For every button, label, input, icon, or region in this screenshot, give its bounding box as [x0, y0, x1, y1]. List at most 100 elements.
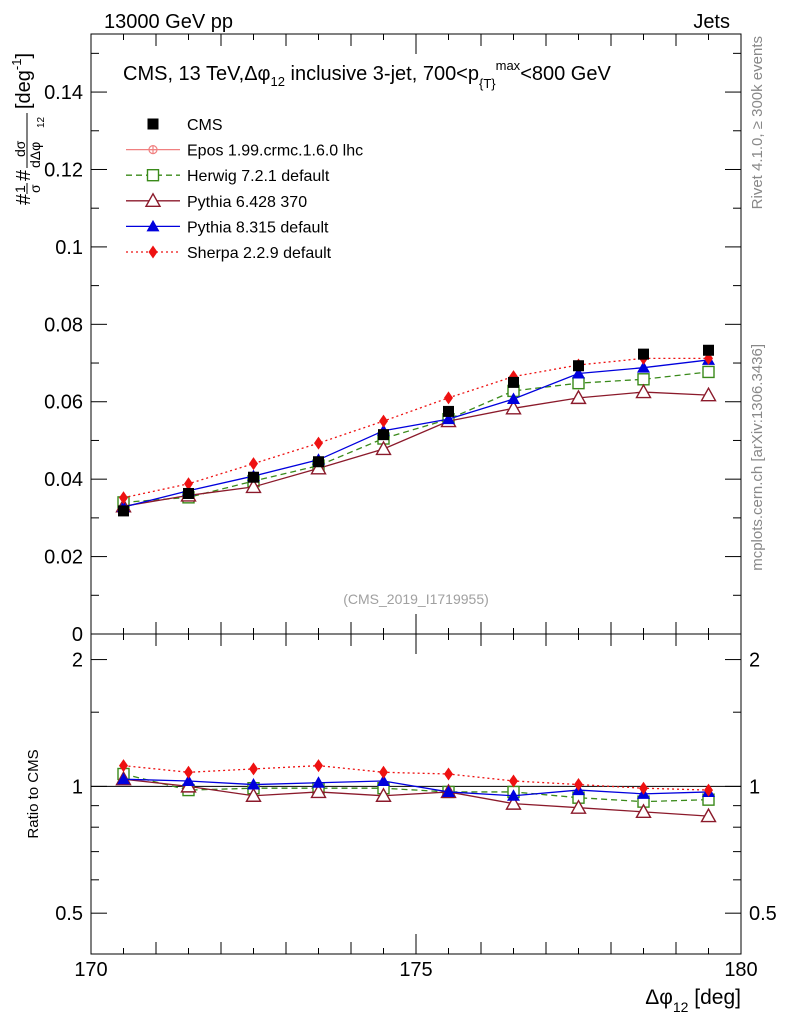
main-y-axis: 0 0.02 0.04 0.06 0.08 0.1 0.12 0.14	[44, 52, 741, 646]
point-sherpa-2-2-9-default	[184, 477, 193, 491]
point-herwig-7-2-1-default	[702, 365, 715, 379]
ratio-line-herwig-7-2-1-default	[123, 773, 709, 803]
point-sherpa-2-2-9-default	[379, 414, 388, 428]
ylabel-sup: -1	[9, 59, 24, 71]
ylabel-hash2: #	[13, 169, 35, 181]
y-tick-label: 0.12	[44, 159, 83, 181]
ratio-y-label: Ratio to CMS	[25, 749, 42, 838]
ratio-point-pythia-6-428-370	[635, 803, 652, 819]
legend-label-herwig-7-2-1-default: Herwig 7.2.1 default	[187, 168, 330, 185]
ylabel-hash: #	[13, 193, 35, 205]
point-pythia-8-315-default	[507, 392, 520, 405]
ratio-point-sherpa-2-2-9-default	[379, 765, 388, 779]
y-tick-label: 0.02	[44, 547, 83, 569]
ratio-x-axis: 170 175 180	[74, 634, 758, 981]
ratio-y-axis: 0.5 0.5 1 1 2 2	[55, 650, 777, 955]
point-cms	[378, 429, 389, 441]
x-tick-label: 180	[724, 959, 757, 981]
point-sherpa-2-2-9-default	[249, 457, 258, 471]
ratio-point-pythia-8-315-default	[182, 774, 195, 786]
rivet-label: Rivet 4.1.0, ≥ 300k events	[749, 36, 766, 209]
point-pythia-6-428-370	[375, 440, 392, 456]
point-pythia-8-315-default	[572, 366, 585, 379]
ratio-point-pythia-8-315-default	[377, 774, 390, 786]
x-tick-label: 175	[399, 959, 432, 981]
ratio-point-pythia-8-315-default	[507, 789, 520, 801]
ratio-point-pythia-6-428-370	[570, 799, 587, 814]
title-part-b: inclusive 3-jet, 700<p	[285, 63, 479, 85]
y-axis-label: # 1 σ # dσ dΔφ 12 [deg-1]	[9, 53, 47, 205]
header-left: 13000 GeV pp	[104, 11, 233, 33]
legend-label-cms: CMS	[187, 117, 223, 134]
point-herwig-7-2-1-default	[572, 376, 585, 390]
y-tick-label: 0.06	[44, 392, 83, 414]
series-line-pythia-6-428-370	[123, 391, 709, 507]
series-line-herwig-7-2-1-default	[123, 371, 709, 504]
watermark: (CMS_2019_I1719955)	[343, 591, 489, 607]
ylabel-dsigma: dσ	[12, 140, 28, 157]
ratio-point-sherpa-2-2-9-default	[509, 774, 518, 788]
ratio-point-sherpa-2-2-9-default	[639, 781, 648, 795]
ratio-point-sherpa-2-2-9-default	[184, 765, 193, 779]
y-tick-label: 0.04	[44, 469, 83, 491]
ratio-point-sherpa-2-2-9-default	[314, 759, 323, 773]
point-cms	[313, 456, 324, 468]
ylabel-sigma: σ	[27, 184, 43, 193]
ratio-y-tick-label: 2	[72, 650, 83, 672]
legend-marker-pythia-8-315-default	[146, 219, 160, 232]
point-pythia-6-428-370	[310, 459, 327, 475]
point-cms	[248, 471, 259, 483]
title-part-a: CMS, 13 TeV,	[123, 63, 244, 85]
x-axis-label: Δφ12 [deg]	[645, 986, 741, 1015]
ratio-series	[115, 759, 717, 823]
main-series	[115, 344, 717, 517]
point-cms	[703, 344, 714, 356]
title-supmax: max	[496, 58, 521, 73]
ratio-point-sherpa-2-2-9-default	[119, 759, 128, 773]
ratio-y-tick-label-right: 0.5	[749, 903, 777, 925]
ratio-point-pythia-8-315-default	[442, 785, 455, 797]
ratio-point-sherpa-2-2-9-default	[249, 762, 258, 776]
header-right: Jets	[693, 11, 730, 33]
y-tick-label: 0	[72, 624, 83, 646]
legend-marker-pythia-6-428-370	[144, 192, 162, 208]
ratio-point-sherpa-2-2-9-default	[704, 783, 713, 797]
ratio-point-pythia-6-428-370	[245, 787, 262, 802]
ratio-point-pythia-8-315-default	[117, 772, 130, 785]
ylabel-sub12: 12	[36, 116, 47, 128]
point-cms	[638, 348, 649, 360]
point-pythia-6-428-370	[700, 386, 717, 402]
title-subT: {T}	[479, 76, 496, 91]
point-sherpa-2-2-9-default	[119, 491, 128, 505]
point-herwig-7-2-1-default	[637, 373, 650, 386]
ylabel-one: 1	[12, 185, 28, 193]
y-tick-label: 0.08	[44, 314, 83, 336]
point-cms	[573, 360, 584, 372]
legend-label-pythia-6-428-370: Pythia 6.428 370	[187, 194, 307, 211]
point-pythia-6-428-370	[635, 383, 652, 399]
ratio-line-pythia-6-428-370	[123, 778, 709, 817]
ylabel-unit: [deg	[13, 70, 35, 109]
legend: CMS Epos 1.99.crmc.1.6.0 lhc Herwig 7.2.1 …	[126, 117, 363, 262]
ylabel-close: ]	[13, 53, 35, 59]
ratio-y-tick-label-right: 1	[749, 776, 760, 798]
legend-label-sherpa-2-2-9-default: Sherpa 2.2.9 default	[187, 245, 332, 262]
svg-text:[deg-1]: [deg-1]	[9, 53, 35, 109]
point-pythia-6-428-370	[505, 399, 522, 415]
ratio-panel: 0.5 0.5 1 1 2 2 170 175 180	[55, 633, 777, 981]
mcplots-label: mcplots.cern.ch [arXiv:1306.3436]	[749, 344, 766, 571]
ylabel-dphi: dΔφ	[27, 142, 43, 168]
title-phi: Δφ	[244, 63, 270, 85]
ratio-line-pythia-8-315-default	[123, 778, 709, 797]
point-cms	[443, 405, 454, 417]
point-sherpa-2-2-9-default	[444, 391, 453, 405]
legend-marker-sherpa-2-2-9-default	[148, 245, 158, 259]
legend-marker-herwig-7-2-1-default	[146, 168, 160, 182]
ratio-y-tick-label-right: 2	[749, 650, 760, 672]
ratio-point-pythia-6-428-370	[700, 807, 717, 823]
ratio-point-pythia-8-315-default	[247, 778, 260, 790]
xlabel-unit: [deg]	[688, 986, 741, 1009]
main-x-axis	[90, 34, 742, 634]
ratio-point-pythia-6-428-370	[310, 783, 327, 799]
point-cms	[183, 487, 194, 499]
